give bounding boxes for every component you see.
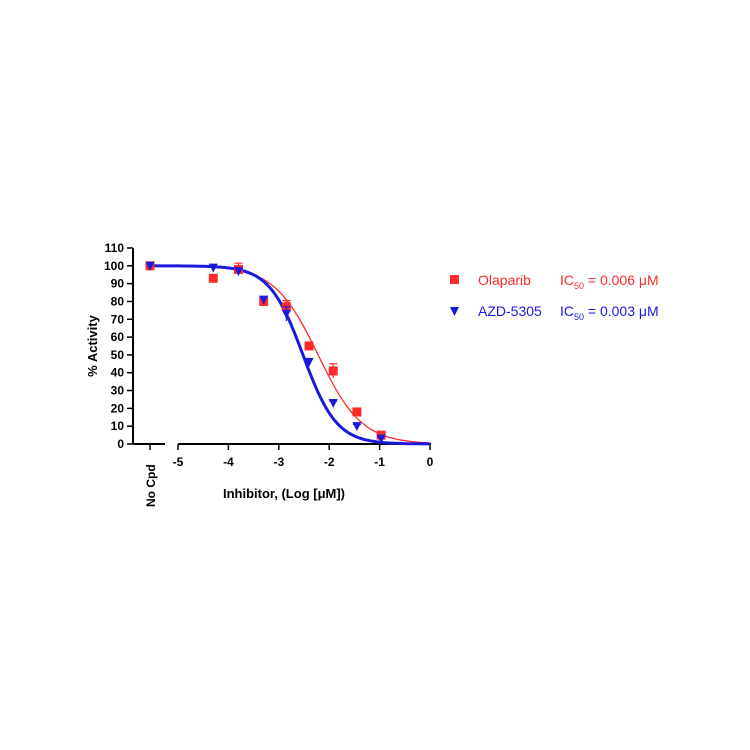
y-tick-label: 50	[111, 348, 125, 362]
legend-marker-azd5305	[450, 307, 459, 316]
fit-curve-olaparib	[150, 265, 431, 444]
y-tick-label: 30	[111, 384, 125, 398]
x-tick-label: -4	[223, 455, 234, 469]
y-tick-label: 60	[111, 330, 125, 344]
data-point	[281, 309, 291, 319]
data-points	[145, 261, 386, 444]
data-point	[352, 422, 362, 432]
x-tick-label: -1	[374, 455, 385, 469]
y-tick-label: 10	[111, 419, 125, 433]
control-point	[145, 261, 155, 271]
data-point	[328, 399, 338, 409]
x-tick-label: -5	[173, 455, 184, 469]
legend-label-olaparib: Olaparib	[478, 272, 531, 288]
data-point	[304, 341, 314, 351]
x-axis-label: Inhibitor, (Log [μM])	[223, 486, 345, 501]
y-tick-label: 80	[111, 294, 125, 308]
legend-ic50-olaparib: IC50 = 0.006 μM	[560, 272, 659, 291]
x-ticks: -5 -4 -3 -2 -1 0	[173, 444, 434, 469]
data-point	[304, 358, 314, 368]
y-tick-label: 70	[111, 312, 125, 326]
data-point	[208, 273, 218, 283]
y-tick-label: 110	[105, 241, 125, 255]
legend-label-azd5305: AZD-5305	[478, 303, 542, 319]
data-point	[233, 267, 243, 277]
data-point	[328, 366, 338, 376]
x-tick-label: -3	[273, 455, 284, 469]
y-tick-label: 90	[111, 277, 125, 291]
control-label: No Cpd	[144, 464, 158, 507]
y-tick-label: 20	[111, 401, 125, 415]
legend-ic50-azd5305: IC50 = 0.003 μM	[560, 303, 659, 322]
data-point	[376, 434, 386, 444]
data-point	[259, 295, 269, 305]
fit-curve-azd5305	[150, 264, 430, 446]
x-tick-label: 0	[427, 455, 434, 469]
y-tick-label: 40	[111, 366, 125, 380]
data-point	[208, 263, 218, 273]
y-tick-label: 0	[117, 437, 124, 451]
y-ticks: 0 10 20 30 40 50 60 70 80 90 100 110	[104, 241, 133, 451]
fit-curves	[150, 264, 431, 446]
y-axis-label: % Activity	[85, 314, 100, 376]
legend-marker-olaparib	[450, 275, 459, 284]
y-tick-label: 100	[104, 259, 124, 273]
legend: Olaparib IC50 = 0.006 μM AZD-5305 IC50 =…	[450, 272, 659, 322]
data-point	[352, 407, 362, 417]
x-tick-label: -2	[324, 455, 335, 469]
